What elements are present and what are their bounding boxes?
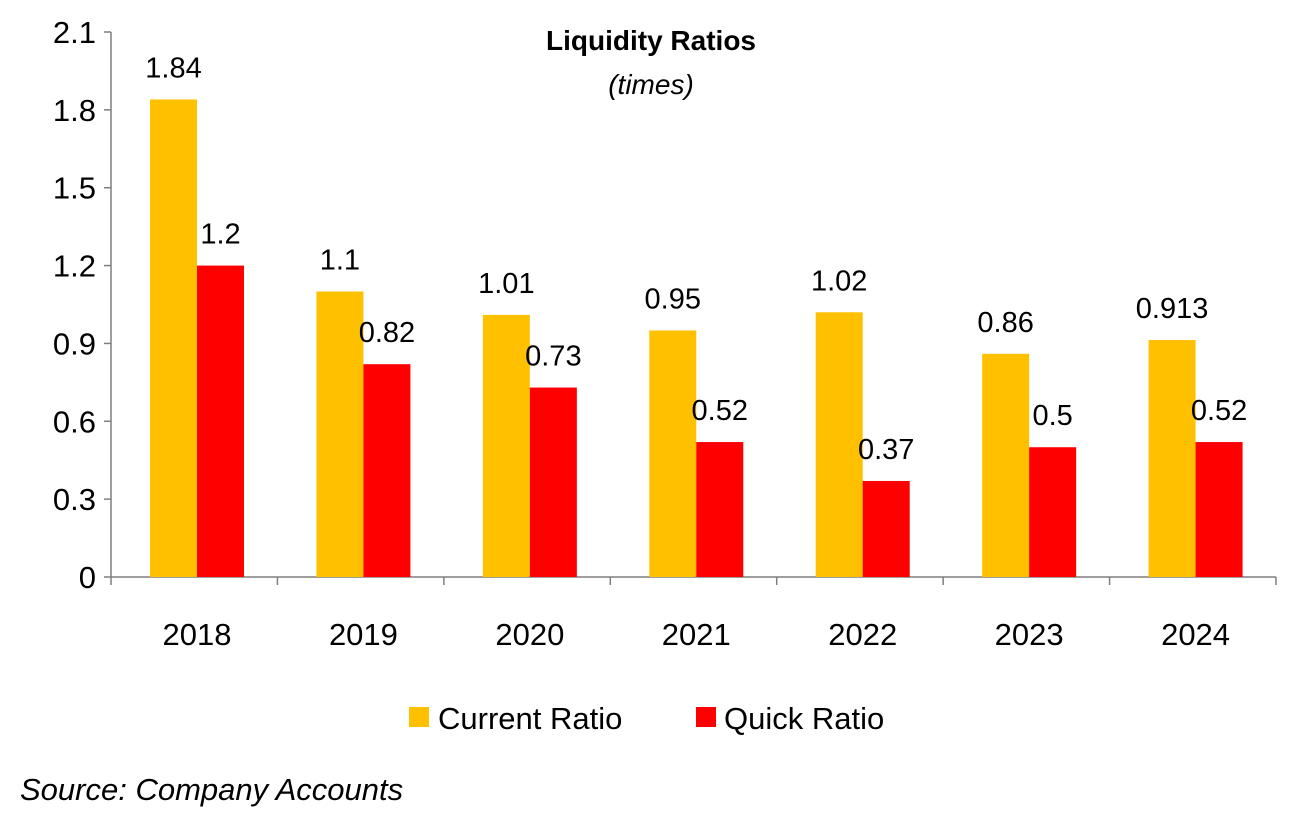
y-tick-label: 0 xyxy=(79,560,96,595)
data-label-quick-ratio: 0.52 xyxy=(1191,395,1247,427)
y-tick-label: 2.1 xyxy=(53,15,96,50)
x-tick-label: 2021 xyxy=(662,617,731,652)
legend-swatch-current-ratio xyxy=(409,707,429,727)
legend: Current Ratio Quick Ratio xyxy=(409,701,884,736)
data-label-quick-ratio: 0.37 xyxy=(858,434,914,466)
y-tick-label: 0.9 xyxy=(53,326,96,361)
bar-quick-ratio xyxy=(1195,442,1243,577)
x-tick-label: 2022 xyxy=(828,617,897,652)
data-label-current-ratio: 0.95 xyxy=(645,283,701,315)
source-note: Source: Company Accounts xyxy=(20,772,403,807)
bar-quick-ratio xyxy=(363,364,411,577)
legend-label-quick-ratio: Quick Ratio xyxy=(724,701,884,736)
legend-swatch-quick-ratio xyxy=(696,707,716,727)
bar-quick-ratio xyxy=(696,442,744,577)
chart-subtitle: (times) xyxy=(608,69,694,100)
y-tick-label: 1.5 xyxy=(53,171,96,206)
data-label-current-ratio: 0.913 xyxy=(1136,293,1209,325)
data-label-current-ratio: 1.1 xyxy=(320,245,360,277)
bar-current-ratio xyxy=(982,353,1030,577)
x-tick-label: 2024 xyxy=(1161,617,1230,652)
chart-title: Liquidity Ratios xyxy=(546,25,756,56)
x-tick-label: 2018 xyxy=(163,617,232,652)
data-label-quick-ratio: 0.5 xyxy=(1032,400,1072,432)
bar-quick-ratio xyxy=(862,480,910,577)
bar-current-ratio xyxy=(1148,340,1196,577)
bar-quick-ratio xyxy=(529,387,577,577)
data-label-quick-ratio: 0.73 xyxy=(525,341,581,373)
labels-layer: 0 0.3 0.6 0.9 1.2 1.5 1.8 2.1 2018 2019 2020 2021 20… xyxy=(53,15,1247,652)
bar-current-ratio xyxy=(649,330,697,577)
data-label-quick-ratio: 1.2 xyxy=(200,219,240,251)
y-tick-label: 0.6 xyxy=(53,404,96,439)
y-tick-label: 1.2 xyxy=(53,249,96,284)
y-tick-label: 0.3 xyxy=(53,482,96,517)
data-label-current-ratio: 1.01 xyxy=(478,268,534,300)
data-label-quick-ratio: 0.52 xyxy=(692,395,748,427)
data-label-current-ratio: 1.84 xyxy=(145,52,201,84)
data-label-current-ratio: 1.02 xyxy=(811,265,867,297)
bar-current-ratio xyxy=(316,291,364,577)
bar-current-ratio xyxy=(150,99,197,577)
data-label-current-ratio: 0.86 xyxy=(977,307,1033,339)
x-tick-label: 2020 xyxy=(495,617,564,652)
legend-label-current-ratio: Current Ratio xyxy=(438,701,622,736)
y-tick-label: 1.8 xyxy=(53,93,96,128)
x-tick-label: 2023 xyxy=(995,617,1064,652)
bars-layer xyxy=(150,99,1243,577)
bar-current-ratio xyxy=(482,314,530,577)
bar-quick-ratio xyxy=(1029,447,1077,577)
x-tick-label: 2019 xyxy=(329,617,398,652)
bar-quick-ratio xyxy=(197,265,244,577)
bar-current-ratio xyxy=(815,312,863,577)
data-label-quick-ratio: 0.82 xyxy=(359,317,415,349)
